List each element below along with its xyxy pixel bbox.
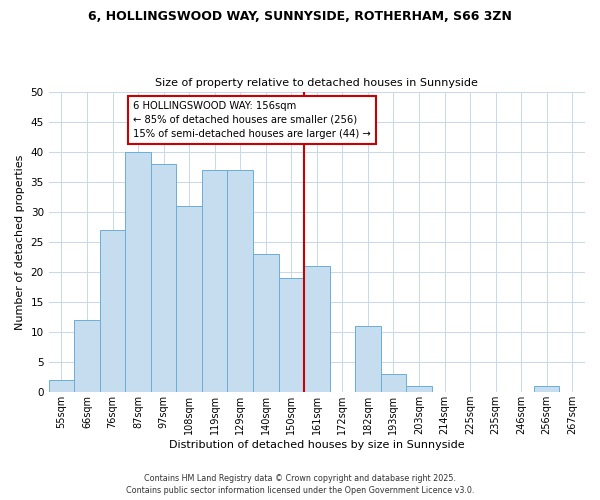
Bar xyxy=(125,152,151,392)
Bar xyxy=(253,254,278,392)
Text: 6 HOLLINGSWOOD WAY: 156sqm
← 85% of detached houses are smaller (256)
15% of sem: 6 HOLLINGSWOOD WAY: 156sqm ← 85% of deta… xyxy=(133,100,371,138)
Bar xyxy=(202,170,227,392)
Bar xyxy=(151,164,176,392)
Bar xyxy=(100,230,125,392)
Bar xyxy=(534,386,559,392)
Text: Contains HM Land Registry data © Crown copyright and database right 2025.
Contai: Contains HM Land Registry data © Crown c… xyxy=(126,474,474,495)
Bar xyxy=(355,326,380,392)
Bar xyxy=(380,374,406,392)
Bar xyxy=(176,206,202,392)
Text: 6, HOLLINGSWOOD WAY, SUNNYSIDE, ROTHERHAM, S66 3ZN: 6, HOLLINGSWOOD WAY, SUNNYSIDE, ROTHERHA… xyxy=(88,10,512,23)
Bar xyxy=(74,320,100,392)
Title: Size of property relative to detached houses in Sunnyside: Size of property relative to detached ho… xyxy=(155,78,478,88)
Bar xyxy=(304,266,329,392)
Bar xyxy=(227,170,253,392)
X-axis label: Distribution of detached houses by size in Sunnyside: Distribution of detached houses by size … xyxy=(169,440,464,450)
Bar xyxy=(406,386,432,392)
Bar xyxy=(49,380,74,392)
Y-axis label: Number of detached properties: Number of detached properties xyxy=(15,154,25,330)
Bar xyxy=(278,278,304,392)
